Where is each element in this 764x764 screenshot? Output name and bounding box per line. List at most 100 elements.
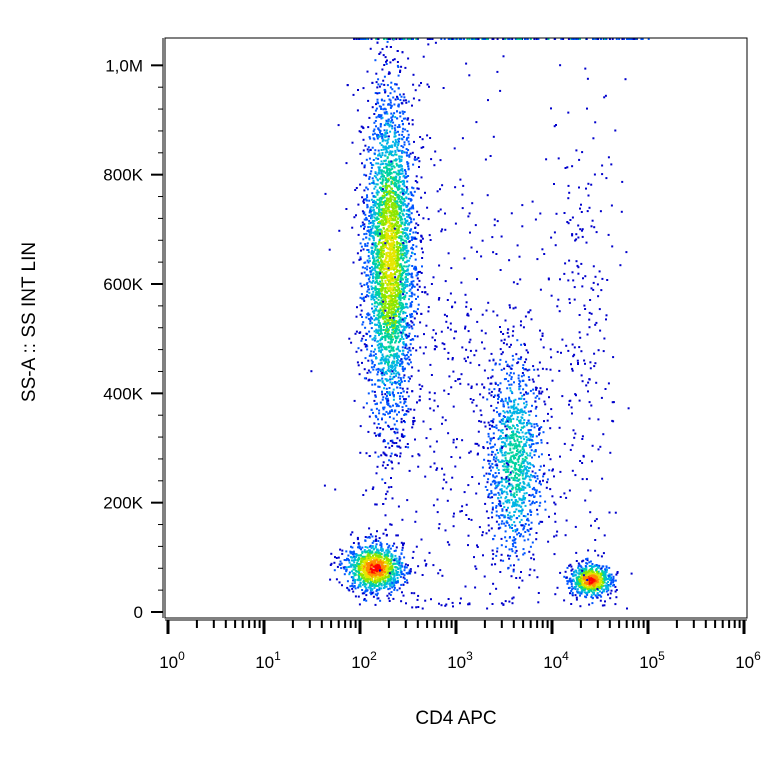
data-point — [384, 288, 387, 290]
data-point — [367, 251, 370, 254]
data-point — [398, 320, 401, 323]
data-point — [390, 144, 393, 147]
data-point — [396, 293, 399, 296]
data-point — [404, 219, 407, 222]
data-point — [395, 570, 398, 573]
data-point — [403, 181, 406, 184]
data-point — [394, 409, 397, 412]
data-point — [402, 204, 405, 207]
data-point — [394, 181, 397, 184]
data-point — [397, 144, 400, 147]
data-point — [420, 272, 423, 274]
data-point — [369, 207, 372, 210]
data-point — [374, 503, 377, 506]
data-point — [525, 468, 527, 471]
data-point — [387, 365, 390, 368]
data-point — [392, 292, 395, 295]
data-point — [377, 217, 380, 220]
data-point — [393, 355, 396, 358]
data-point — [389, 101, 392, 104]
data-point — [399, 225, 402, 228]
data-point — [391, 381, 394, 384]
data-point — [391, 331, 394, 334]
data-point — [365, 559, 368, 562]
data-point — [353, 578, 356, 581]
data-point — [406, 347, 409, 350]
data-point — [372, 237, 375, 240]
data-point — [364, 539, 367, 542]
data-point — [394, 144, 397, 147]
data-point — [377, 313, 380, 316]
data-point — [536, 395, 539, 398]
data-point — [382, 440, 385, 443]
data-point — [388, 206, 391, 208]
data-point — [366, 345, 369, 348]
data-point — [386, 565, 389, 568]
data-point — [384, 339, 387, 342]
data-point — [392, 349, 395, 352]
data-point — [371, 545, 374, 548]
data-point — [408, 349, 411, 352]
data-point — [395, 205, 398, 208]
data-point — [384, 218, 387, 221]
data-point — [385, 260, 388, 263]
data-point — [391, 206, 394, 209]
data-point — [380, 115, 383, 118]
data-point — [366, 348, 369, 351]
data-point — [390, 235, 393, 238]
data-point — [391, 127, 394, 130]
data-point — [388, 123, 391, 126]
data-point — [353, 552, 356, 555]
data-point — [386, 334, 389, 337]
data-point — [354, 558, 357, 561]
data-point — [380, 584, 383, 587]
data-point — [407, 202, 410, 205]
data-point — [401, 221, 404, 224]
data-point — [369, 549, 372, 552]
data-point — [380, 175, 383, 178]
data-point — [357, 554, 360, 557]
data-point — [400, 417, 403, 420]
data-point — [374, 246, 377, 249]
data-point — [389, 579, 392, 582]
data-point — [524, 459, 527, 462]
data-point — [540, 392, 543, 395]
data-point — [524, 344, 526, 346]
data-point — [381, 306, 384, 309]
data-point — [373, 113, 376, 115]
data-point — [393, 215, 396, 218]
data-point — [397, 229, 400, 232]
data-point — [376, 193, 379, 196]
data-point — [378, 412, 381, 415]
data-point — [384, 413, 386, 416]
data-point — [371, 269, 374, 271]
data-point — [406, 269, 409, 272]
data-point — [394, 190, 396, 193]
data-point — [371, 249, 374, 252]
data-point — [383, 264, 386, 267]
data-point — [378, 334, 380, 337]
data-point — [399, 455, 402, 458]
data-point — [371, 303, 374, 306]
data-point — [395, 231, 398, 234]
data-point — [397, 181, 400, 183]
data-point — [385, 167, 388, 170]
data-point — [374, 337, 377, 340]
data-point — [391, 361, 394, 364]
data-point — [400, 210, 403, 213]
data-point — [380, 223, 383, 226]
data-point — [356, 361, 359, 364]
data-point — [385, 212, 388, 215]
data-point — [389, 439, 392, 442]
data-point — [404, 294, 407, 297]
data-point — [357, 586, 360, 589]
data-point — [380, 545, 383, 548]
data-point — [504, 465, 507, 468]
data-point — [377, 277, 380, 279]
data-point — [418, 166, 420, 168]
data-point — [375, 503, 378, 506]
data-point — [394, 296, 397, 299]
data-point — [364, 579, 367, 582]
data-point — [508, 396, 511, 399]
